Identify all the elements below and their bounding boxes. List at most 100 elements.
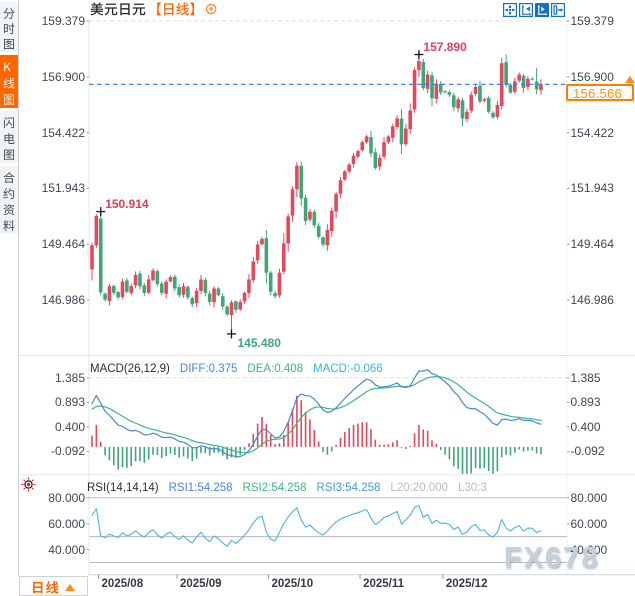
shift-right-icon[interactable] bbox=[551, 3, 565, 17]
candle-body bbox=[177, 287, 181, 296]
candle-body bbox=[133, 274, 138, 286]
candle-body bbox=[513, 81, 517, 92]
candle-body bbox=[168, 277, 173, 282]
rsi-legend-item: RSI2:54.258 bbox=[242, 481, 307, 494]
candle-body bbox=[351, 155, 356, 165]
main-y-label: 149.464 bbox=[41, 237, 85, 252]
fit-scale-icon[interactable] bbox=[519, 3, 533, 17]
candle-body bbox=[98, 218, 103, 293]
price-annotation: 150.914 bbox=[105, 196, 149, 211]
period-selector-glyphs bbox=[33, 580, 59, 594]
macd-legend: MACD(26,12,9) DIFF:0.375 DEA:0.408 MACD:-0… bbox=[90, 362, 383, 376]
candle-body bbox=[465, 111, 469, 120]
rsi-legend-item: L20:20.000 bbox=[390, 481, 448, 494]
main-y-label: 146.986 bbox=[41, 293, 85, 307]
rsi-y-label: 60.000 bbox=[570, 516, 608, 531]
candle-body bbox=[321, 237, 325, 245]
pan-move-icon[interactable] bbox=[503, 3, 517, 17]
candle-body bbox=[260, 238, 264, 245]
rsi-line bbox=[91, 505, 542, 547]
candle-body bbox=[308, 211, 312, 220]
candle-body bbox=[399, 118, 404, 145]
candle-body bbox=[203, 280, 208, 293]
macd-y-label: 1.385 bbox=[54, 370, 85, 385]
candle-body bbox=[373, 152, 378, 168]
candle-body bbox=[534, 81, 539, 90]
sidebar-tab-kline-chart[interactable]: K线图 bbox=[0, 55, 18, 108]
candle-body bbox=[277, 272, 282, 296]
candle-body bbox=[517, 74, 521, 81]
candle-body bbox=[264, 238, 269, 273]
main-y-label: 151.943 bbox=[570, 181, 614, 196]
price-annotation: 145.480 bbox=[237, 336, 281, 351]
candle-body bbox=[417, 61, 421, 71]
candle-body bbox=[220, 296, 225, 307]
sidebar-tab-glyphs bbox=[3, 117, 15, 161]
last-price-tag[interactable]: 156.566 bbox=[566, 83, 634, 102]
circle-plus-icon[interactable] bbox=[205, 3, 217, 15]
candle-body bbox=[438, 83, 443, 93]
candle-body bbox=[364, 136, 369, 143]
candle-body bbox=[212, 288, 216, 303]
candle-body bbox=[460, 100, 465, 119]
rsi-y-label: 40.000 bbox=[570, 542, 608, 557]
candle-body bbox=[125, 280, 129, 292]
period-selector[interactable]: 日线 bbox=[19, 576, 88, 596]
candle-body bbox=[164, 281, 168, 294]
main-y-label: 151.943 bbox=[41, 181, 85, 196]
macd-y-label: -0.092 bbox=[570, 444, 605, 459]
candle-body bbox=[329, 210, 334, 232]
macd-y-label: 0.400 bbox=[54, 419, 85, 434]
macd-dea-line bbox=[91, 375, 542, 454]
auto-scale-icon[interactable] bbox=[535, 3, 549, 17]
candle-body bbox=[425, 74, 430, 89]
macd-legend-item: DEA:0.408 bbox=[247, 363, 304, 375]
candle-body bbox=[299, 165, 304, 199]
candle-body bbox=[94, 215, 99, 246]
x-axis-month-label: 2025/11 bbox=[363, 578, 405, 590]
candle-body bbox=[234, 301, 238, 310]
candle-body bbox=[90, 245, 94, 270]
rsi-layer bbox=[91, 505, 542, 547]
candle-body bbox=[316, 225, 321, 237]
candle-body bbox=[207, 293, 212, 302]
candle-body bbox=[312, 211, 317, 226]
rsi-legend-item: RSI1:54.258 bbox=[168, 481, 233, 494]
candle-body bbox=[360, 142, 365, 151]
candle-body bbox=[443, 91, 447, 93]
candle-body bbox=[530, 78, 535, 80]
candle-body bbox=[421, 61, 426, 89]
candle-body bbox=[103, 293, 107, 300]
rsi-y-label: 80.000 bbox=[570, 490, 608, 505]
candle-body bbox=[382, 142, 386, 157]
candle-body bbox=[138, 273, 142, 287]
candle-body bbox=[343, 171, 347, 180]
rsi-y-label: 40.000 bbox=[48, 542, 85, 557]
candle-body bbox=[190, 298, 195, 305]
candle-body bbox=[107, 286, 112, 301]
candle-body bbox=[142, 285, 147, 293]
sidebar-tab-flash-chart[interactable]: 闪电图 bbox=[0, 111, 18, 163]
candle-body bbox=[159, 283, 164, 293]
macd-y-label: -0.092 bbox=[50, 444, 85, 459]
candle-body bbox=[186, 286, 190, 298]
indicator-settings-icon[interactable] bbox=[21, 477, 36, 492]
main-y-label: 156.900 bbox=[41, 69, 85, 84]
x-axis-month-label: 2025/08 bbox=[101, 578, 144, 590]
main-y-label: 159.379 bbox=[570, 14, 614, 28]
rsi-y-label: 60.000 bbox=[48, 516, 85, 531]
rsi-legend-item: RSI3:54.258 bbox=[316, 481, 381, 494]
main-y-label: 154.422 bbox=[570, 125, 614, 140]
candle-body bbox=[295, 165, 299, 190]
sidebar-tab-contract-info[interactable]: 合约资料 bbox=[0, 166, 18, 234]
candle-body bbox=[268, 272, 273, 292]
macd-title: MACD(26,12,9) bbox=[90, 363, 170, 375]
candle-body bbox=[412, 70, 417, 110]
candle-body bbox=[181, 286, 186, 295]
candle-body bbox=[334, 193, 338, 212]
candle-body bbox=[146, 279, 151, 293]
main-y-label: 156.900 bbox=[570, 69, 614, 84]
sidebar-tab-time-chart[interactable]: 分时图 bbox=[0, 2, 18, 52]
candle-body bbox=[251, 261, 256, 281]
